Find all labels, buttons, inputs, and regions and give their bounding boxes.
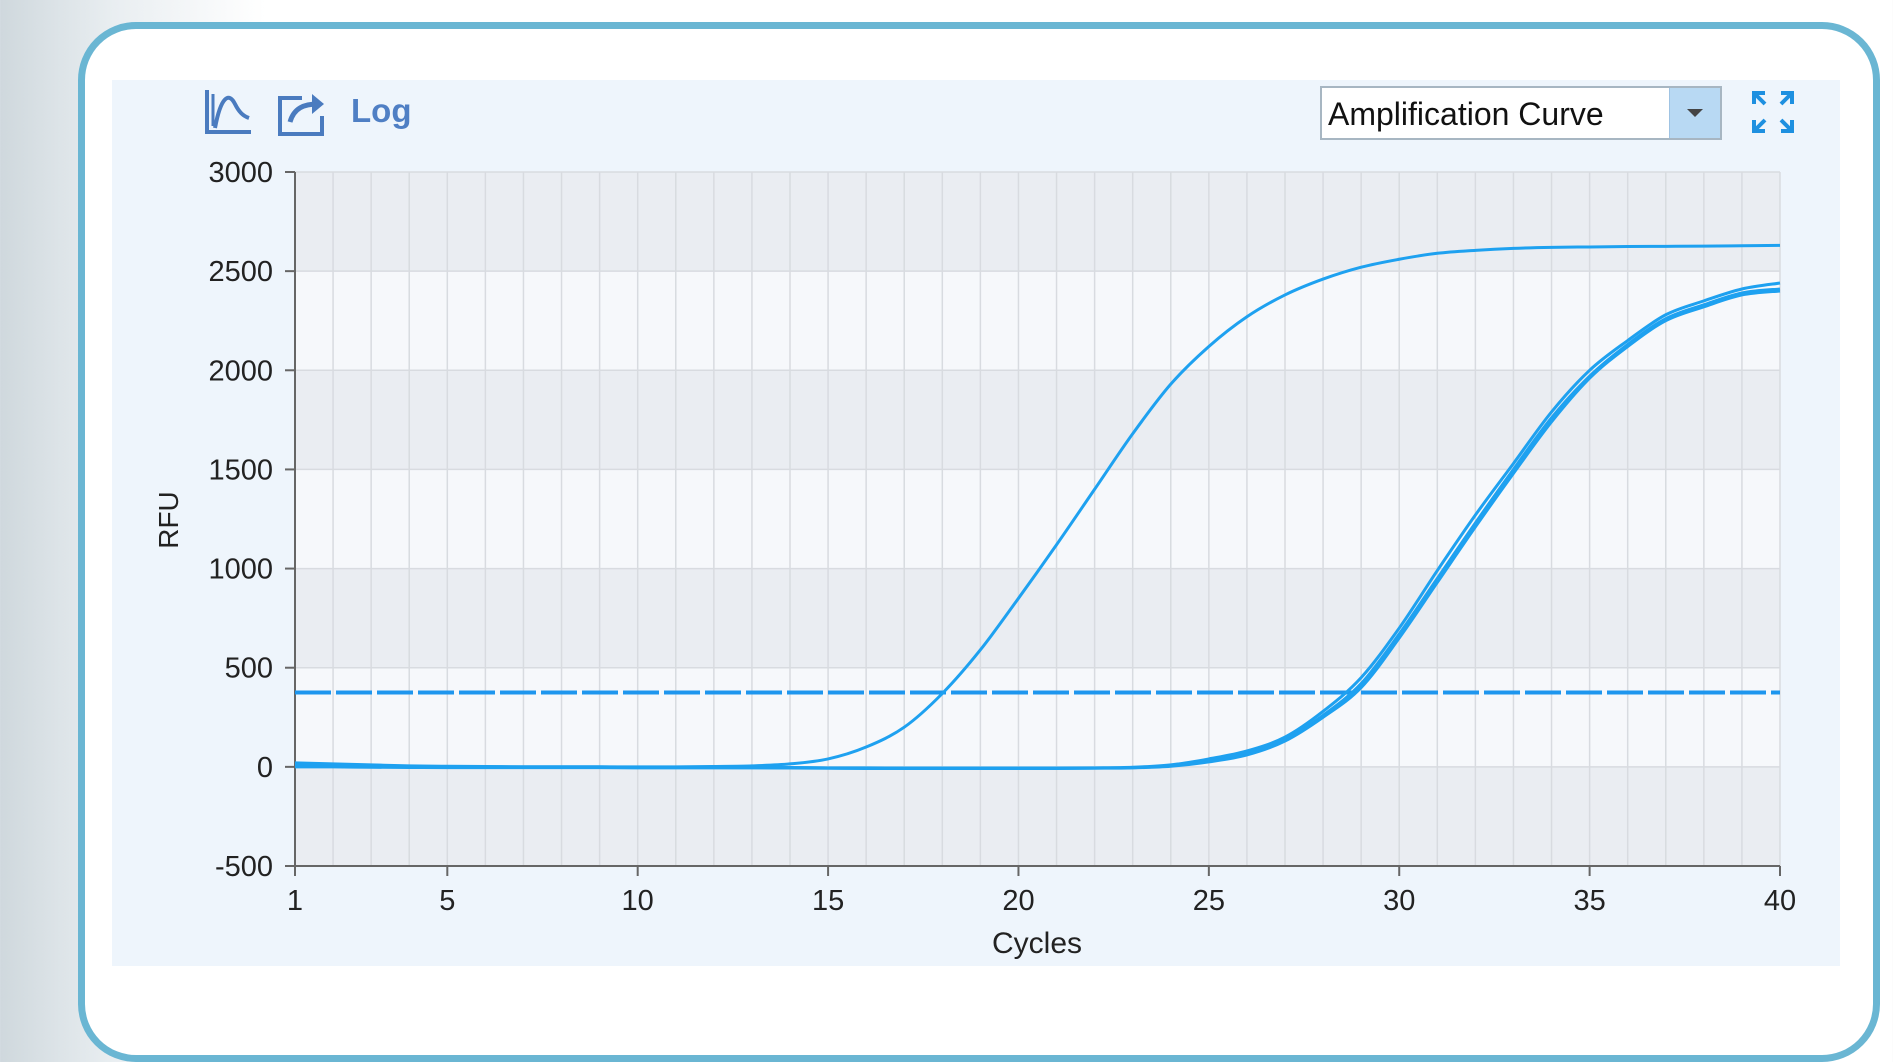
dropdown-selected-value: Amplification Curve [1328, 96, 1604, 132]
curve-icon[interactable] [203, 86, 255, 138]
x-axis-label: Cycles [992, 927, 1082, 960]
x-tick-label: 5 [439, 885, 455, 917]
y-tick-label: 1000 [208, 554, 273, 586]
x-tick-label: 15 [812, 885, 844, 917]
x-tick-label: 30 [1383, 885, 1415, 917]
y-tick-label: 2000 [208, 355, 273, 387]
amplification-curve-4 [294, 289, 1781, 770]
y-tick-label: 1500 [208, 454, 273, 486]
x-tick-label: 35 [1573, 885, 1605, 917]
x-tick-label: 25 [1193, 885, 1225, 917]
plot-band [295, 568, 1780, 668]
log-toggle[interactable]: Log [351, 92, 412, 129]
x-tick-label: 40 [1764, 885, 1796, 917]
y-tick-label: 3000 [208, 157, 273, 189]
x-tick-label: 10 [622, 885, 654, 917]
chart-type-dropdown[interactable]: Amplification Curve [1320, 86, 1722, 140]
y-axis-label: RFU [153, 491, 184, 549]
chevron-down-icon[interactable] [1669, 88, 1720, 138]
plot-band [295, 370, 1780, 470]
y-tick-label: 500 [225, 653, 273, 685]
plot-band [295, 172, 1780, 272]
plot-band [295, 766, 1780, 866]
plot-area [295, 172, 1780, 866]
x-tick-label: 1 [287, 885, 303, 917]
fullscreen-icon[interactable] [1751, 90, 1795, 134]
x-tick-label: 20 [1002, 885, 1034, 917]
y-tick-label: 0 [257, 752, 273, 784]
y-tick-label: -500 [215, 851, 273, 883]
y-tick-label: 2500 [208, 256, 273, 288]
export-icon[interactable] [276, 88, 330, 138]
